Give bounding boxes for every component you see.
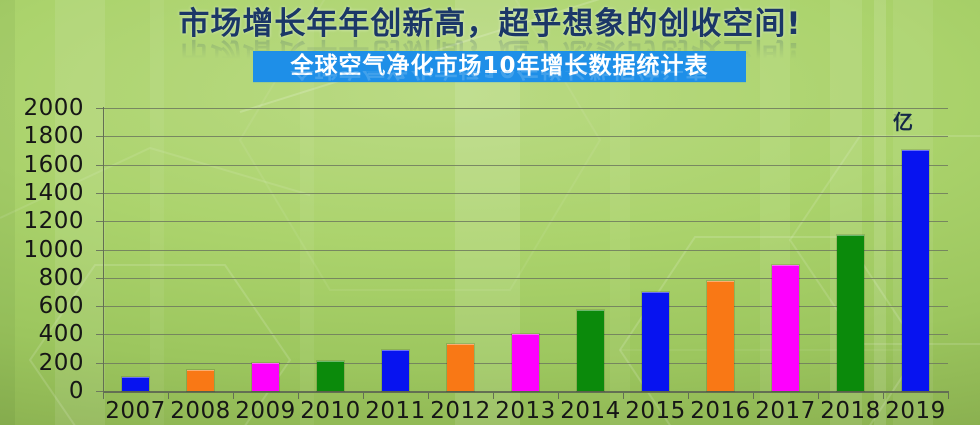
y-tick-600 bbox=[96, 306, 103, 308]
bar-2018 bbox=[837, 235, 864, 391]
x-tick bbox=[363, 391, 364, 399]
x-tick bbox=[558, 391, 559, 399]
y-tick-2000 bbox=[96, 108, 103, 109]
bar-2010 bbox=[317, 361, 344, 391]
y-tick-400 bbox=[96, 334, 103, 336]
x-tick bbox=[818, 391, 819, 399]
x-tick-label: 2010 bbox=[300, 398, 361, 424]
x-tick-label: 2012 bbox=[430, 398, 491, 424]
y-tick-label: 2000 bbox=[23, 95, 84, 121]
x-tick-label: 2016 bbox=[690, 398, 751, 424]
x-tick bbox=[233, 391, 234, 399]
y-tick-label: 600 bbox=[38, 293, 84, 320]
x-tick bbox=[688, 391, 689, 399]
y-tick-200 bbox=[96, 362, 103, 364]
unit-label-reflection: 亿 bbox=[893, 114, 913, 128]
y-tick-label: 1200 bbox=[23, 208, 84, 235]
gridline-600 bbox=[103, 306, 948, 308]
chart-subtitle-banner: 全球空气净化市场10年增长数据统计表 bbox=[253, 51, 746, 82]
y-tick-label: 1800 bbox=[23, 123, 84, 150]
bar-2019 bbox=[902, 150, 929, 391]
x-tick bbox=[168, 391, 169, 399]
gridline-1800 bbox=[103, 136, 948, 138]
x-tick bbox=[948, 391, 949, 399]
x-tick-label: 2009 bbox=[235, 398, 296, 424]
x-tick bbox=[883, 391, 884, 399]
y-tick-1400 bbox=[96, 192, 103, 194]
y-tick-label: 0 bbox=[68, 378, 84, 404]
y-tick-1800 bbox=[96, 136, 103, 138]
gridline-800 bbox=[103, 277, 948, 279]
x-tick-label: 2017 bbox=[755, 398, 816, 424]
y-tick-label: 1000 bbox=[23, 236, 84, 263]
y-tick-1200 bbox=[96, 221, 103, 223]
bar-2008 bbox=[187, 369, 214, 391]
x-tick bbox=[298, 391, 299, 399]
x-tick-label: 2019 bbox=[885, 398, 946, 424]
x-tick-label: 2013 bbox=[495, 398, 556, 424]
y-tick-1000 bbox=[96, 249, 103, 251]
y-axis-line bbox=[103, 107, 104, 398]
x-tick bbox=[428, 391, 429, 399]
bar-2012 bbox=[447, 344, 474, 391]
gridline-1400 bbox=[103, 192, 948, 194]
x-tick-label: 2015 bbox=[625, 398, 686, 424]
y-tick-1600 bbox=[96, 164, 103, 166]
page-title: 市场增长年年创新高，超乎想象的创收空间! bbox=[178, 6, 802, 42]
x-tick bbox=[493, 391, 494, 399]
x-tick bbox=[103, 391, 104, 399]
bar-2011 bbox=[382, 349, 409, 391]
gridline-2000 bbox=[103, 108, 948, 109]
gridline-1600 bbox=[103, 164, 948, 166]
bar-2013 bbox=[512, 334, 539, 391]
y-tick-800 bbox=[96, 277, 103, 279]
y-tick-label: 800 bbox=[38, 264, 84, 291]
y-tick-label: 1600 bbox=[23, 151, 84, 178]
gridline-1000 bbox=[103, 249, 948, 251]
bar-2014 bbox=[577, 310, 604, 391]
bar-2016 bbox=[707, 280, 734, 391]
bar-2015 bbox=[642, 291, 669, 391]
gridline-1200 bbox=[103, 221, 948, 223]
y-tick-label: 200 bbox=[38, 349, 84, 376]
unit-label: 亿 bbox=[893, 110, 914, 134]
y-tick-label: 400 bbox=[38, 321, 84, 348]
x-tick-label: 2008 bbox=[170, 398, 231, 424]
x-axis-line bbox=[103, 391, 948, 393]
bar-2009 bbox=[252, 362, 279, 391]
x-tick-label: 2014 bbox=[560, 398, 621, 424]
x-tick bbox=[753, 391, 754, 399]
bar-2007 bbox=[122, 376, 149, 391]
bar-2017 bbox=[772, 265, 799, 391]
y-tick-label: 1400 bbox=[23, 179, 84, 206]
x-tick bbox=[623, 391, 624, 399]
y-tick-0 bbox=[96, 391, 103, 392]
x-tick-label: 2011 bbox=[365, 398, 426, 424]
x-tick-label: 2018 bbox=[820, 398, 881, 424]
x-tick-label: 2007 bbox=[105, 398, 166, 424]
